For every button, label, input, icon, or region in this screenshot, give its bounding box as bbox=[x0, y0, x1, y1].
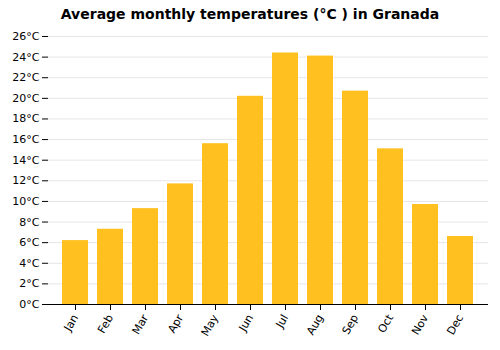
svg-text:Aug: Aug bbox=[304, 312, 326, 337]
svg-text:Jul: Jul bbox=[273, 312, 291, 331]
svg-text:16°C: 16°C bbox=[12, 133, 39, 146]
svg-text:12°C: 12°C bbox=[12, 174, 39, 187]
svg-text:Apr: Apr bbox=[165, 312, 186, 335]
svg-text:14°C: 14°C bbox=[12, 154, 39, 167]
svg-text:Dec: Dec bbox=[444, 312, 466, 337]
svg-text:20°C: 20°C bbox=[12, 92, 39, 105]
svg-text:Oct: Oct bbox=[375, 312, 396, 336]
svg-text:24°C: 24°C bbox=[12, 51, 39, 64]
svg-text:Sep: Sep bbox=[340, 312, 362, 336]
svg-text:Jan: Jan bbox=[61, 312, 81, 334]
svg-text:0°C: 0°C bbox=[19, 298, 39, 311]
svg-text:Feb: Feb bbox=[95, 312, 116, 335]
svg-text:26°C: 26°C bbox=[12, 30, 39, 43]
svg-text:May: May bbox=[199, 312, 222, 339]
svg-text:10°C: 10°C bbox=[12, 195, 39, 208]
svg-text:4°C: 4°C bbox=[19, 257, 39, 270]
svg-text:6°C: 6°C bbox=[19, 236, 39, 249]
svg-text:Jun: Jun bbox=[236, 312, 256, 334]
svg-text:2°C: 2°C bbox=[19, 277, 39, 290]
html-text:Average monthly temperatures (: Average monthly temperatures (°C ) in Gr… bbox=[60, 6, 440, 22]
svg-text:Mar: Mar bbox=[130, 312, 152, 337]
svg-text:8°C: 8°C bbox=[19, 216, 39, 229]
svg-text:22°C: 22°C bbox=[12, 71, 39, 84]
svg-text:Nov: Nov bbox=[409, 312, 431, 338]
svg-text:18°C: 18°C bbox=[12, 112, 39, 125]
